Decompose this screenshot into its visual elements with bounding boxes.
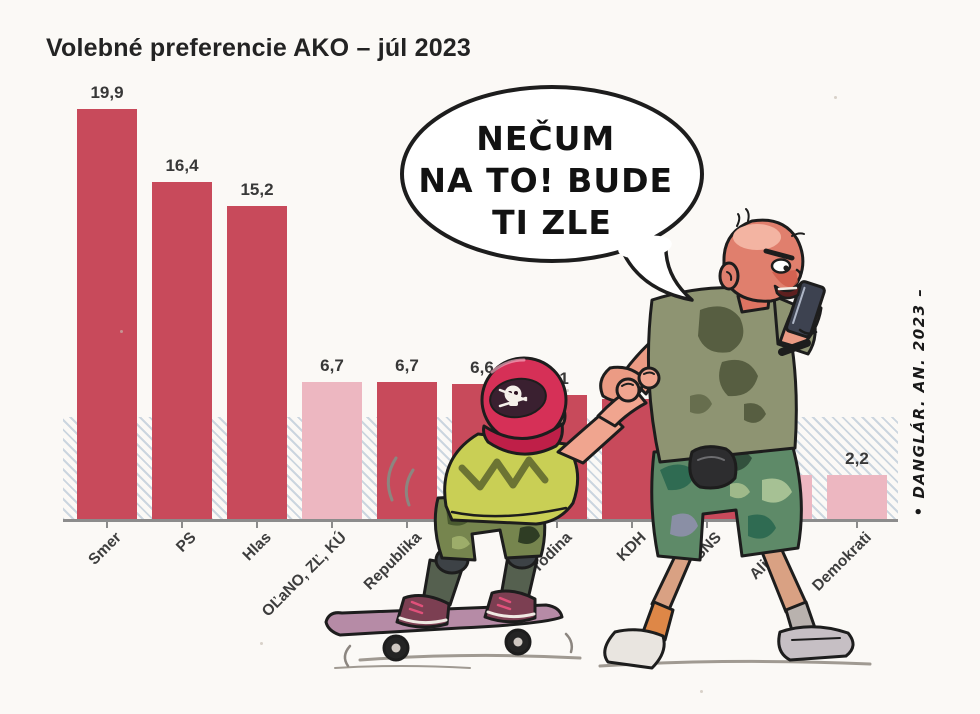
artist-signature: • DANGLÁR. AN. 2023 – <box>910 287 928 517</box>
axis-tick <box>331 522 333 528</box>
bubble-text: NEČUM NA TO! BUDE TI ZLE <box>418 118 685 242</box>
fanny-pack <box>688 445 738 490</box>
boy-shirt <box>443 432 580 526</box>
cap-brim <box>482 422 564 456</box>
bar-value-label: 6,7 <box>395 356 419 375</box>
smartphone <box>785 280 826 339</box>
wristwatch <box>778 339 811 356</box>
bar <box>302 382 362 521</box>
axis-tick <box>406 522 408 528</box>
bar-value-label: 15,2 <box>240 180 274 199</box>
chart-title: Volebné preferencie AKO – júl 2023 <box>46 34 472 62</box>
boy-fist <box>615 377 641 403</box>
back-shoe <box>603 628 666 670</box>
skull-icon <box>489 377 547 419</box>
axis-tick <box>556 522 558 528</box>
bar-value-label: 6,6 <box>470 358 494 377</box>
man-with-phone <box>599 208 855 670</box>
bar-value-label: 19,9 <box>90 83 124 102</box>
axis-tick <box>856 522 858 528</box>
motion-lines <box>343 456 574 668</box>
bar <box>77 109 137 521</box>
bar <box>227 206 287 521</box>
grimace-mouth <box>773 281 803 300</box>
axis-tick <box>181 522 183 528</box>
paper-speck <box>120 330 123 333</box>
boy-on-skateboard <box>324 356 661 668</box>
axis-tick <box>106 522 108 528</box>
paper-speck <box>260 642 263 645</box>
ear <box>718 261 740 291</box>
boy-shoe <box>395 594 451 629</box>
axis-tick <box>256 522 258 528</box>
bar-value-label: 6,7 <box>320 356 344 375</box>
man-tshirt <box>646 286 798 464</box>
boy-fist <box>637 366 661 390</box>
bar <box>827 475 887 521</box>
front-shoe <box>777 625 855 662</box>
axis-tick <box>631 522 633 528</box>
axis-tick <box>706 522 708 528</box>
bar-value-label: 16,4 <box>165 156 199 175</box>
paper-speck <box>566 389 569 392</box>
bar-value-label: 2,2 <box>845 449 869 468</box>
boy-head <box>480 356 568 456</box>
speech-bubble: NEČUM NA TO! BUDE TI ZLE <box>400 85 704 302</box>
paper-speck <box>700 690 703 693</box>
bar <box>152 182 212 521</box>
man-head <box>718 208 805 303</box>
angry-brow <box>763 248 795 261</box>
paper-speck <box>834 96 837 99</box>
